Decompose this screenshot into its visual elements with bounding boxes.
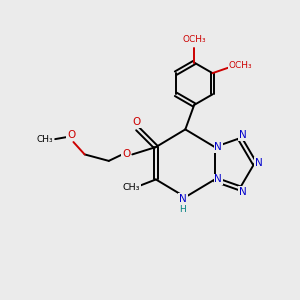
Text: N: N: [214, 142, 222, 152]
Text: CH₃: CH₃: [37, 135, 53, 144]
Text: N: N: [255, 158, 263, 168]
Text: N: N: [179, 194, 187, 204]
Text: OCH₃: OCH₃: [229, 61, 252, 70]
Text: OCH₃: OCH₃: [182, 35, 206, 44]
Text: O: O: [67, 130, 75, 140]
Text: CH₃: CH₃: [122, 183, 140, 192]
Text: O: O: [132, 117, 140, 127]
Text: O: O: [122, 148, 130, 158]
Text: H: H: [180, 205, 186, 214]
Text: N: N: [214, 174, 222, 184]
Text: N: N: [239, 187, 247, 197]
Text: N: N: [239, 130, 247, 140]
